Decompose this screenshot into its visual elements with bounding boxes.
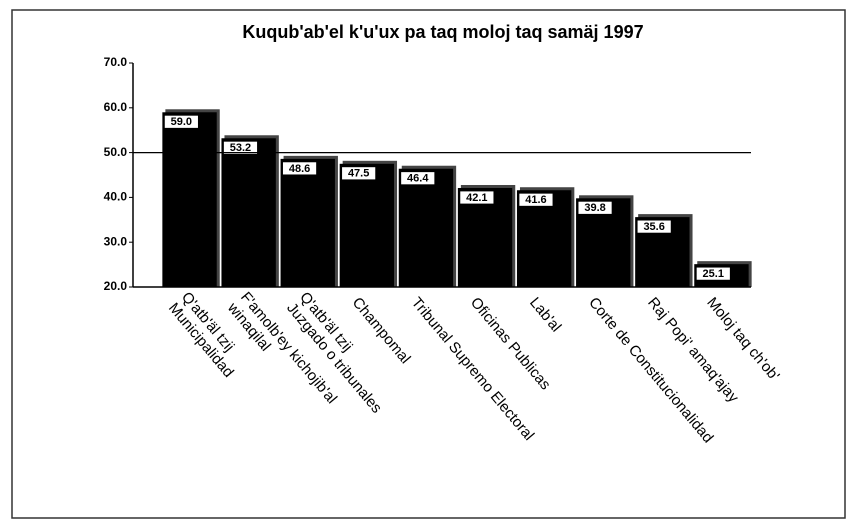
value-label: 46.4 [407, 173, 429, 185]
value-label-box [341, 166, 377, 181]
bar [398, 168, 454, 287]
y-tick-label: 70.0 [104, 55, 128, 69]
value-label: 25.1 [703, 268, 724, 280]
y-tick-label: 60.0 [104, 100, 128, 114]
value-label: 48.6 [289, 163, 310, 175]
value-label: 53.2 [230, 142, 251, 154]
value-label: 41.6 [525, 194, 546, 206]
value-label-box [695, 266, 731, 281]
chart-title: Kuqub'ab'el k'u'ux pa taq moloj taq samä… [242, 22, 643, 42]
y-tick-label: 40.0 [104, 190, 128, 204]
bar [162, 112, 217, 287]
value-label-box [223, 140, 258, 155]
value-label: 35.6 [643, 221, 664, 233]
value-label: 39.8 [584, 202, 605, 214]
value-label-box [577, 200, 613, 215]
value-label: 42.1 [466, 192, 487, 204]
value-label: 47.5 [348, 168, 369, 180]
value-label-box [459, 190, 495, 205]
value-label-box [400, 171, 436, 186]
bar [339, 163, 395, 287]
bar [221, 138, 276, 287]
value-label-box [636, 219, 672, 234]
value-label-box [282, 161, 317, 176]
bar [280, 158, 335, 287]
y-tick-label: 20.0 [104, 279, 128, 293]
y-tick-label: 50.0 [104, 145, 128, 159]
value-label-box [518, 192, 554, 207]
y-tick-label: 30.0 [104, 234, 128, 248]
bar [457, 187, 513, 287]
value-label: 59.0 [171, 116, 192, 128]
value-label-box [163, 114, 199, 129]
